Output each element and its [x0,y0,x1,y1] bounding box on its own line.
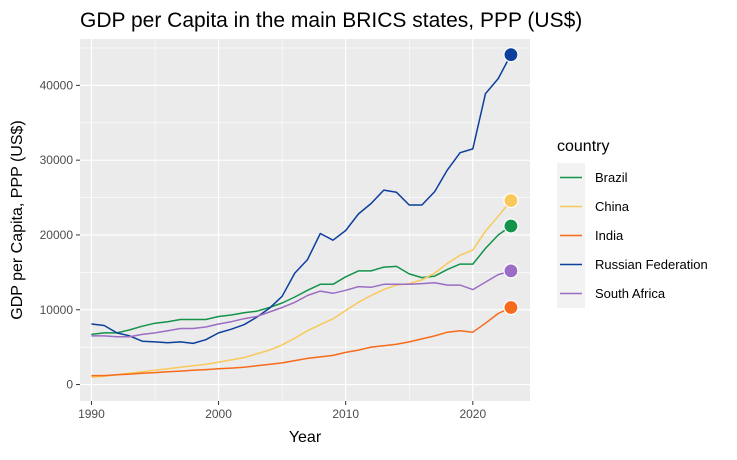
series-line-china [91,200,512,378]
y-tick-label: 20000 [40,228,74,242]
end-marker-south-africa [503,263,519,279]
x-tick-labels: 1990 2000 2010 2020 [78,407,486,421]
legend-label-china: China [595,199,630,214]
end-marker-india [503,299,519,316]
series-line-russian-federation [91,54,512,345]
y-tick-label: 30000 [40,153,74,167]
legend-items: Brazil China India Russian Federation South … [557,163,708,308]
end-marker-china [503,192,519,209]
series-line-south-africa [91,270,512,338]
y-tick-label: 0 [66,378,73,392]
x-tick-label: 2000 [205,407,232,421]
series-lines [91,54,512,378]
y-tick-label: 10000 [40,303,74,317]
legend-label-brazil: Brazil [595,170,628,185]
end-marker-russian-federation [503,47,519,63]
x-tick-label: 1990 [78,407,105,421]
grid-minor [80,39,530,401]
chart-title: GDP per Capita in the main BRICS states,… [80,9,582,32]
y-tick-label: 40000 [40,78,74,92]
legend-label-india: India [595,228,624,243]
series-line-brazil [91,225,512,336]
y-axis-label: GDP per Capita, PPP (US$) [9,120,26,320]
legend-label-south-africa: South Africa [595,286,666,301]
plot-panel [80,39,530,401]
grid-major [80,39,530,401]
series-line-india [91,306,512,377]
legend-label-russian-federation: Russian Federation [595,257,708,272]
x-axis-label: Year [289,429,322,446]
end-markers [503,47,519,316]
y-tick-labels: 0 10000 20000 30000 40000 [40,78,74,391]
x-tick-label: 2020 [459,407,486,421]
legend: country Brazil China India Russian Federati… [557,138,708,308]
end-marker-brazil [503,218,519,234]
axis-ticks [76,84,474,405]
legend-title: country [557,138,609,155]
x-tick-label: 2010 [332,407,359,421]
